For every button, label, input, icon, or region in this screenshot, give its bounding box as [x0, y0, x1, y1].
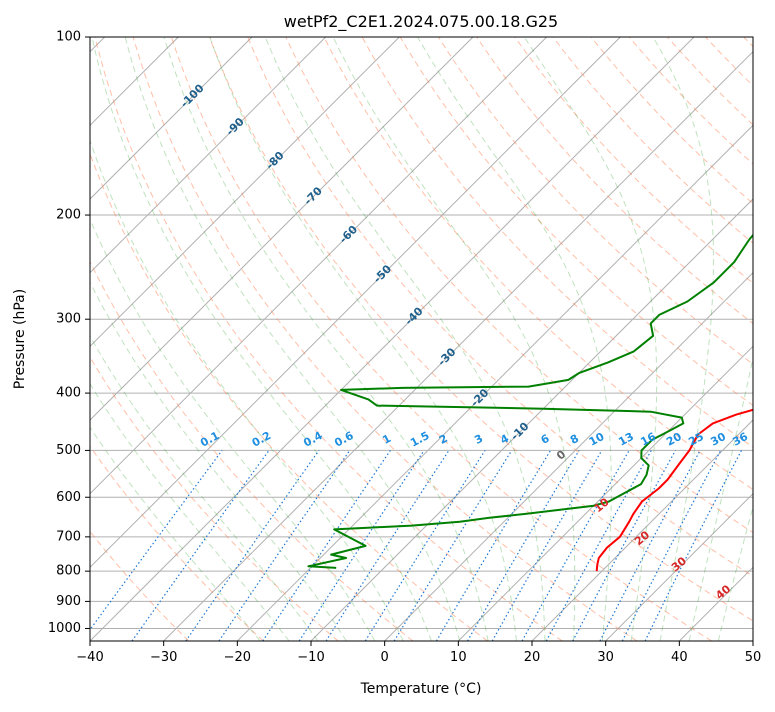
x-tick-label: −20 [224, 650, 251, 665]
x-tick-label: −10 [297, 650, 324, 665]
y-tick-label: 200 [56, 208, 81, 223]
x-tick-label: 30 [597, 650, 614, 665]
x-tick-label: 0 [381, 650, 389, 665]
x-tick-label: 40 [671, 650, 688, 665]
y-tick-label: 600 [56, 490, 81, 505]
y-tick-label: 400 [56, 386, 81, 401]
y-tick-label: 800 [56, 564, 81, 579]
y-tick-label: 100 [56, 30, 81, 45]
y-tick-label: 1000 [48, 621, 81, 636]
y-tick-label: 700 [56, 529, 81, 544]
x-tick-label: 20 [524, 650, 541, 665]
chart-title: wetPf2_C2E1.2024.075.00.18.G25 [284, 12, 558, 32]
y-tick-label: 500 [56, 443, 81, 458]
x-tick-label: 50 [745, 650, 762, 665]
x-tick-label: 10 [450, 650, 467, 665]
y-tick-label: 300 [56, 312, 81, 327]
x-tick-label: −40 [76, 650, 103, 665]
y-axis-label: Pressure (hPa) [12, 289, 28, 389]
x-axis-label: Temperature (°C) [360, 681, 482, 697]
x-tick-label: −30 [150, 650, 177, 665]
y-tick-label: 900 [56, 594, 81, 609]
